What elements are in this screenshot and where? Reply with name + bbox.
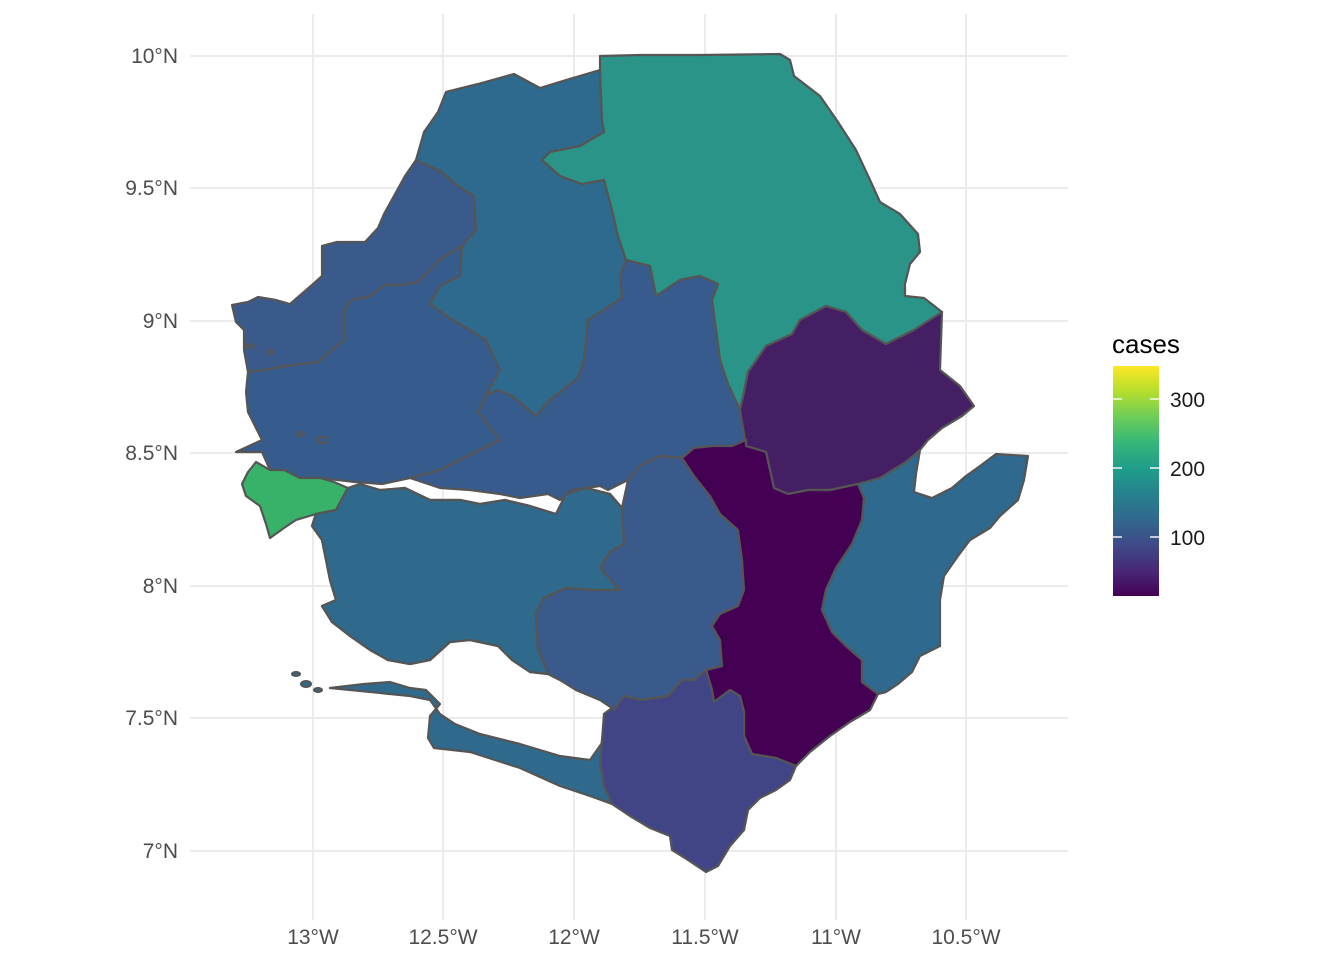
- legend-label: 100: [1170, 527, 1205, 550]
- legend-label: 300: [1170, 389, 1205, 412]
- islet: [295, 431, 305, 437]
- x-tick-label: 13°W: [287, 926, 339, 949]
- y-axis: 10°N 9.5°N 9°N 8.5°N 8°N 7.5°N 7°N: [125, 45, 178, 863]
- y-tick-label: 7°N: [143, 840, 178, 863]
- district-kenema[interactable]: [680, 438, 880, 768]
- y-tick-label: 9°N: [143, 310, 178, 333]
- legend-colorbar: [1113, 366, 1159, 596]
- islet: [266, 349, 274, 355]
- color-legend: cases 300 200 100: [1112, 329, 1205, 596]
- y-tick-label: 10°N: [131, 45, 178, 68]
- districts-layer: [230, 52, 1030, 874]
- district-tonkolili[interactable]: [408, 258, 748, 502]
- islet: [291, 671, 301, 677]
- y-tick-label: 8.5°N: [125, 442, 178, 465]
- legend-title: cases: [1112, 329, 1180, 359]
- x-axis: 13°W 12.5°W 12°W 11.5°W 11°W 10.5°W: [287, 926, 1001, 949]
- y-tick-label: 7.5°N: [125, 707, 178, 730]
- district-kailahun[interactable]: [820, 448, 1030, 696]
- coastal-islets: [245, 343, 328, 693]
- x-tick-label: 12.5°W: [408, 926, 477, 949]
- islet: [313, 687, 323, 693]
- x-tick-label: 11.5°W: [671, 926, 739, 949]
- islet: [316, 436, 328, 444]
- district-pujehun[interactable]: [598, 668, 798, 874]
- x-tick-label: 12°W: [548, 926, 600, 949]
- x-tick-label: 11°W: [811, 926, 861, 949]
- islet: [300, 680, 312, 688]
- legend-label: 200: [1170, 458, 1205, 481]
- islet: [245, 343, 255, 349]
- y-tick-label: 9.5°N: [125, 177, 178, 200]
- x-tick-label: 10.5°W: [931, 926, 1000, 949]
- y-tick-label: 8°N: [143, 575, 178, 598]
